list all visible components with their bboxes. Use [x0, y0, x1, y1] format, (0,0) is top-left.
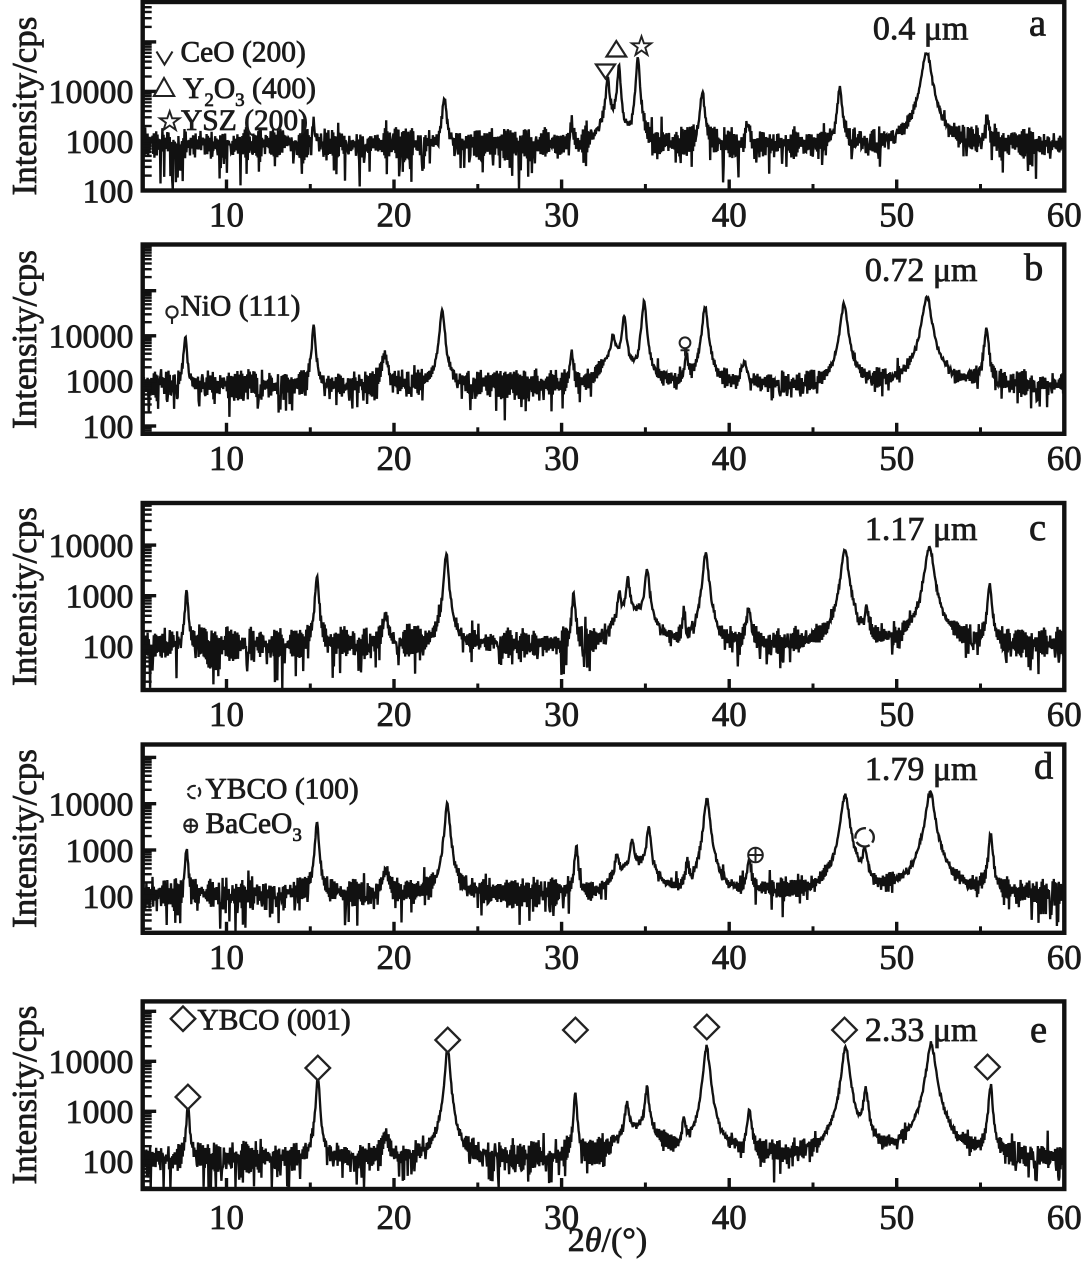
- svg-text:a: a: [1029, 2, 1046, 44]
- svg-text:10: 10: [209, 439, 244, 478]
- svg-text:20: 20: [377, 1198, 412, 1237]
- svg-text:d: d: [1034, 746, 1053, 788]
- svg-text:40: 40: [712, 439, 747, 478]
- svg-text:10000: 10000: [49, 74, 134, 111]
- svg-text:10000: 10000: [49, 1044, 134, 1081]
- svg-text:Y2O3 (400): Y2O3 (400): [183, 73, 316, 111]
- svg-text:e: e: [1030, 1009, 1047, 1051]
- svg-text:60: 60: [1047, 439, 1082, 478]
- svg-text:40: 40: [712, 938, 747, 977]
- svg-text:1000: 1000: [66, 364, 134, 401]
- svg-text:2.33 μm: 2.33 μm: [865, 1012, 978, 1049]
- svg-text:b: b: [1024, 247, 1043, 289]
- svg-text:0.4 μm: 0.4 μm: [873, 11, 969, 48]
- svg-text:1000: 1000: [66, 579, 134, 616]
- svg-text:20: 20: [377, 938, 412, 977]
- svg-text:50: 50: [879, 695, 914, 734]
- svg-text:1.17 μm: 1.17 μm: [865, 511, 978, 548]
- svg-text:Intensity/cps: Intensity/cps: [5, 17, 44, 196]
- svg-text:30: 30: [544, 439, 579, 478]
- svg-text:60: 60: [1047, 196, 1082, 235]
- svg-text:40: 40: [712, 196, 747, 235]
- svg-text:100: 100: [83, 409, 134, 446]
- svg-text:1000: 1000: [66, 833, 134, 870]
- svg-text:30: 30: [544, 196, 579, 235]
- svg-text:Intensity/cps: Intensity/cps: [5, 507, 44, 686]
- svg-text:20: 20: [377, 439, 412, 478]
- svg-text:100: 100: [83, 879, 134, 916]
- svg-text:100: 100: [83, 173, 134, 210]
- svg-text:NiO (111): NiO (111): [181, 291, 301, 323]
- svg-text:60: 60: [1047, 1198, 1082, 1237]
- svg-text:1000: 1000: [66, 1094, 134, 1131]
- svg-text:1000: 1000: [66, 124, 134, 161]
- svg-text:60: 60: [1047, 938, 1082, 977]
- svg-text:Intensity/cps: Intensity/cps: [5, 250, 44, 429]
- svg-text:40: 40: [712, 1198, 747, 1237]
- svg-text:Intensity/cps: Intensity/cps: [5, 749, 44, 928]
- svg-text:10: 10: [209, 938, 244, 977]
- svg-text:YSZ (200): YSZ (200): [181, 105, 308, 137]
- svg-text:40: 40: [712, 695, 747, 734]
- svg-text:60: 60: [1047, 695, 1082, 734]
- svg-text:10: 10: [209, 1198, 244, 1237]
- svg-text:50: 50: [879, 196, 914, 235]
- svg-text:BaCeO3: BaCeO3: [206, 808, 302, 846]
- svg-text:10000: 10000: [49, 528, 134, 565]
- svg-text:10000: 10000: [49, 319, 134, 356]
- svg-text:20: 20: [377, 196, 412, 235]
- svg-text:30: 30: [544, 1198, 579, 1237]
- svg-text:30: 30: [544, 938, 579, 977]
- svg-text:10: 10: [209, 196, 244, 235]
- svg-text:100: 100: [83, 629, 134, 666]
- svg-text:YBCO (100): YBCO (100): [206, 774, 359, 806]
- svg-text:50: 50: [879, 439, 914, 478]
- svg-text:c: c: [1029, 507, 1046, 549]
- svg-text:50: 50: [879, 1198, 914, 1237]
- svg-text:10000: 10000: [49, 787, 134, 824]
- svg-text:Intensity/cps: Intensity/cps: [5, 1006, 44, 1185]
- svg-text:2θ/(°): 2θ/(°): [568, 1222, 647, 1259]
- svg-text:50: 50: [879, 938, 914, 977]
- svg-text:100: 100: [83, 1144, 134, 1181]
- svg-text:20: 20: [377, 695, 412, 734]
- svg-text:0.72 μm: 0.72 μm: [865, 252, 978, 289]
- svg-text:YBCO (001): YBCO (001): [198, 1005, 351, 1037]
- svg-text:30: 30: [544, 695, 579, 734]
- svg-text:CeO (200): CeO (200): [181, 37, 306, 69]
- svg-text:1.79 μm: 1.79 μm: [865, 751, 978, 788]
- svg-text:10: 10: [209, 695, 244, 734]
